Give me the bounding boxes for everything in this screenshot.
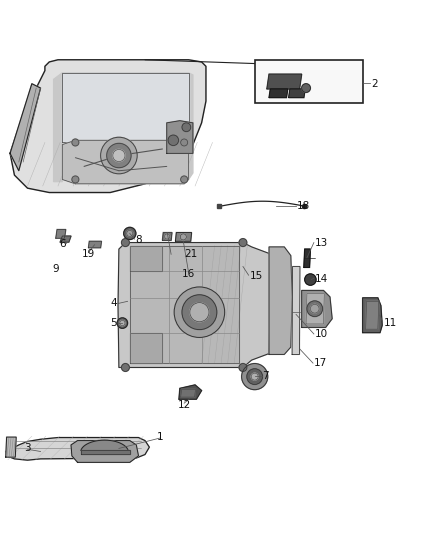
Polygon shape — [289, 89, 305, 98]
Text: 21: 21 — [184, 249, 198, 260]
Circle shape — [239, 239, 247, 246]
Polygon shape — [306, 294, 324, 324]
Circle shape — [107, 143, 131, 168]
Polygon shape — [62, 73, 188, 142]
Polygon shape — [302, 290, 332, 327]
Polygon shape — [292, 266, 300, 354]
Polygon shape — [53, 73, 193, 182]
Circle shape — [165, 234, 170, 239]
Text: 9: 9 — [52, 264, 59, 273]
Polygon shape — [304, 249, 311, 268]
Text: 2: 2 — [371, 79, 378, 88]
Circle shape — [242, 364, 268, 390]
Polygon shape — [6, 438, 149, 460]
Circle shape — [121, 364, 129, 372]
Polygon shape — [62, 140, 188, 184]
Polygon shape — [162, 232, 172, 240]
Polygon shape — [181, 389, 195, 397]
Text: 8: 8 — [135, 235, 142, 245]
Circle shape — [305, 274, 316, 285]
Polygon shape — [366, 301, 379, 329]
Circle shape — [72, 139, 79, 146]
Text: 1: 1 — [157, 432, 163, 442]
Text: 4: 4 — [110, 298, 117, 309]
Polygon shape — [176, 232, 191, 241]
Polygon shape — [269, 247, 292, 354]
Polygon shape — [269, 89, 288, 98]
Text: 15: 15 — [250, 271, 263, 281]
Polygon shape — [167, 120, 193, 154]
Circle shape — [168, 135, 179, 146]
Circle shape — [101, 137, 137, 174]
Text: 18: 18 — [297, 200, 310, 211]
Polygon shape — [363, 298, 382, 333]
Text: 11: 11 — [384, 318, 397, 328]
Polygon shape — [10, 84, 41, 171]
Text: 13: 13 — [315, 238, 328, 247]
Text: 5: 5 — [110, 318, 117, 328]
Circle shape — [117, 318, 127, 328]
Text: 19: 19 — [82, 249, 95, 260]
Circle shape — [174, 287, 225, 337]
Polygon shape — [81, 450, 130, 454]
Circle shape — [182, 295, 217, 329]
Text: 6: 6 — [59, 239, 66, 249]
Text: 3: 3 — [24, 443, 31, 453]
Polygon shape — [60, 236, 71, 242]
Circle shape — [311, 304, 319, 313]
Circle shape — [307, 301, 322, 317]
Text: 12: 12 — [177, 400, 191, 410]
Text: 7: 7 — [262, 371, 269, 381]
Polygon shape — [118, 243, 271, 367]
Circle shape — [190, 303, 209, 322]
Circle shape — [239, 364, 247, 372]
Text: 14: 14 — [315, 273, 328, 284]
Circle shape — [181, 176, 187, 183]
Polygon shape — [10, 60, 206, 192]
Text: 17: 17 — [314, 358, 327, 368]
Circle shape — [113, 149, 125, 161]
Polygon shape — [56, 230, 66, 238]
Circle shape — [302, 84, 311, 92]
Polygon shape — [88, 241, 102, 248]
Circle shape — [127, 230, 133, 237]
Circle shape — [247, 369, 262, 384]
Polygon shape — [130, 246, 239, 363]
Text: 16: 16 — [182, 269, 195, 279]
Polygon shape — [267, 74, 302, 89]
Polygon shape — [130, 333, 162, 363]
Circle shape — [121, 239, 129, 246]
FancyBboxPatch shape — [255, 60, 364, 103]
Polygon shape — [130, 246, 162, 271]
Text: 10: 10 — [315, 329, 328, 339]
Circle shape — [182, 123, 191, 132]
Circle shape — [120, 320, 125, 326]
Polygon shape — [81, 440, 128, 450]
Polygon shape — [179, 385, 201, 399]
Circle shape — [180, 234, 186, 240]
Polygon shape — [71, 441, 138, 462]
Circle shape — [72, 176, 79, 183]
Polygon shape — [6, 437, 16, 457]
Circle shape — [124, 228, 136, 239]
Circle shape — [181, 139, 187, 146]
Circle shape — [251, 373, 258, 380]
